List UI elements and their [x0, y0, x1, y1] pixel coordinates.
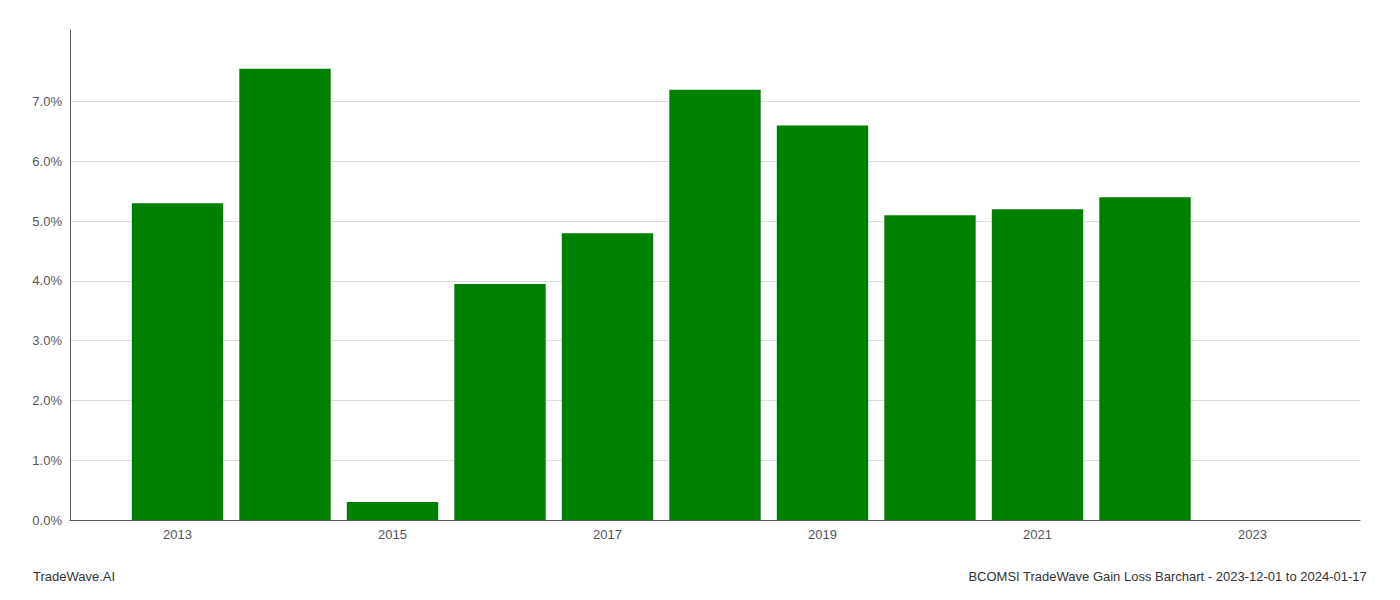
- svg-text:2015: 2015: [378, 527, 407, 542]
- svg-text:2023: 2023: [1238, 527, 1267, 542]
- svg-text:0.0%: 0.0%: [32, 513, 62, 528]
- svg-text:2021: 2021: [1023, 527, 1052, 542]
- svg-text:TradeWave.AI: TradeWave.AI: [33, 569, 115, 584]
- svg-text:2.0%: 2.0%: [32, 393, 62, 408]
- svg-text:6.0%: 6.0%: [32, 154, 62, 169]
- svg-text:1.0%: 1.0%: [32, 453, 62, 468]
- svg-text:2017: 2017: [593, 527, 622, 542]
- svg-text:5.0%: 5.0%: [32, 214, 62, 229]
- svg-text:BCOMSI TradeWave Gain Loss Bar: BCOMSI TradeWave Gain Loss Barchart - 20…: [968, 569, 1366, 584]
- svg-text:2019: 2019: [808, 527, 837, 542]
- svg-text:3.0%: 3.0%: [32, 333, 62, 348]
- svg-text:7.0%: 7.0%: [32, 94, 62, 109]
- svg-text:4.0%: 4.0%: [32, 273, 62, 288]
- svg-text:2013: 2013: [163, 527, 192, 542]
